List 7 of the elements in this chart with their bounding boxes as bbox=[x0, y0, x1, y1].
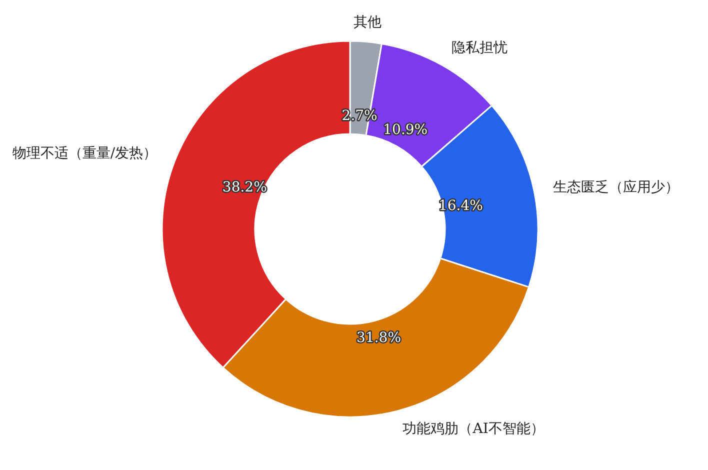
slice-label: 功能鸡肋（AI不智能） bbox=[402, 420, 544, 437]
slice-label: 隐私担忧 bbox=[451, 40, 508, 56]
slice-label: 其他 bbox=[354, 14, 382, 30]
data-label: 10.9% bbox=[383, 122, 428, 138]
data-label: 31.8% bbox=[356, 330, 402, 346]
slice-label: 生态匮乏（应用少） bbox=[552, 179, 679, 196]
slice-label: 物理不适（重量/发热） bbox=[12, 146, 158, 162]
